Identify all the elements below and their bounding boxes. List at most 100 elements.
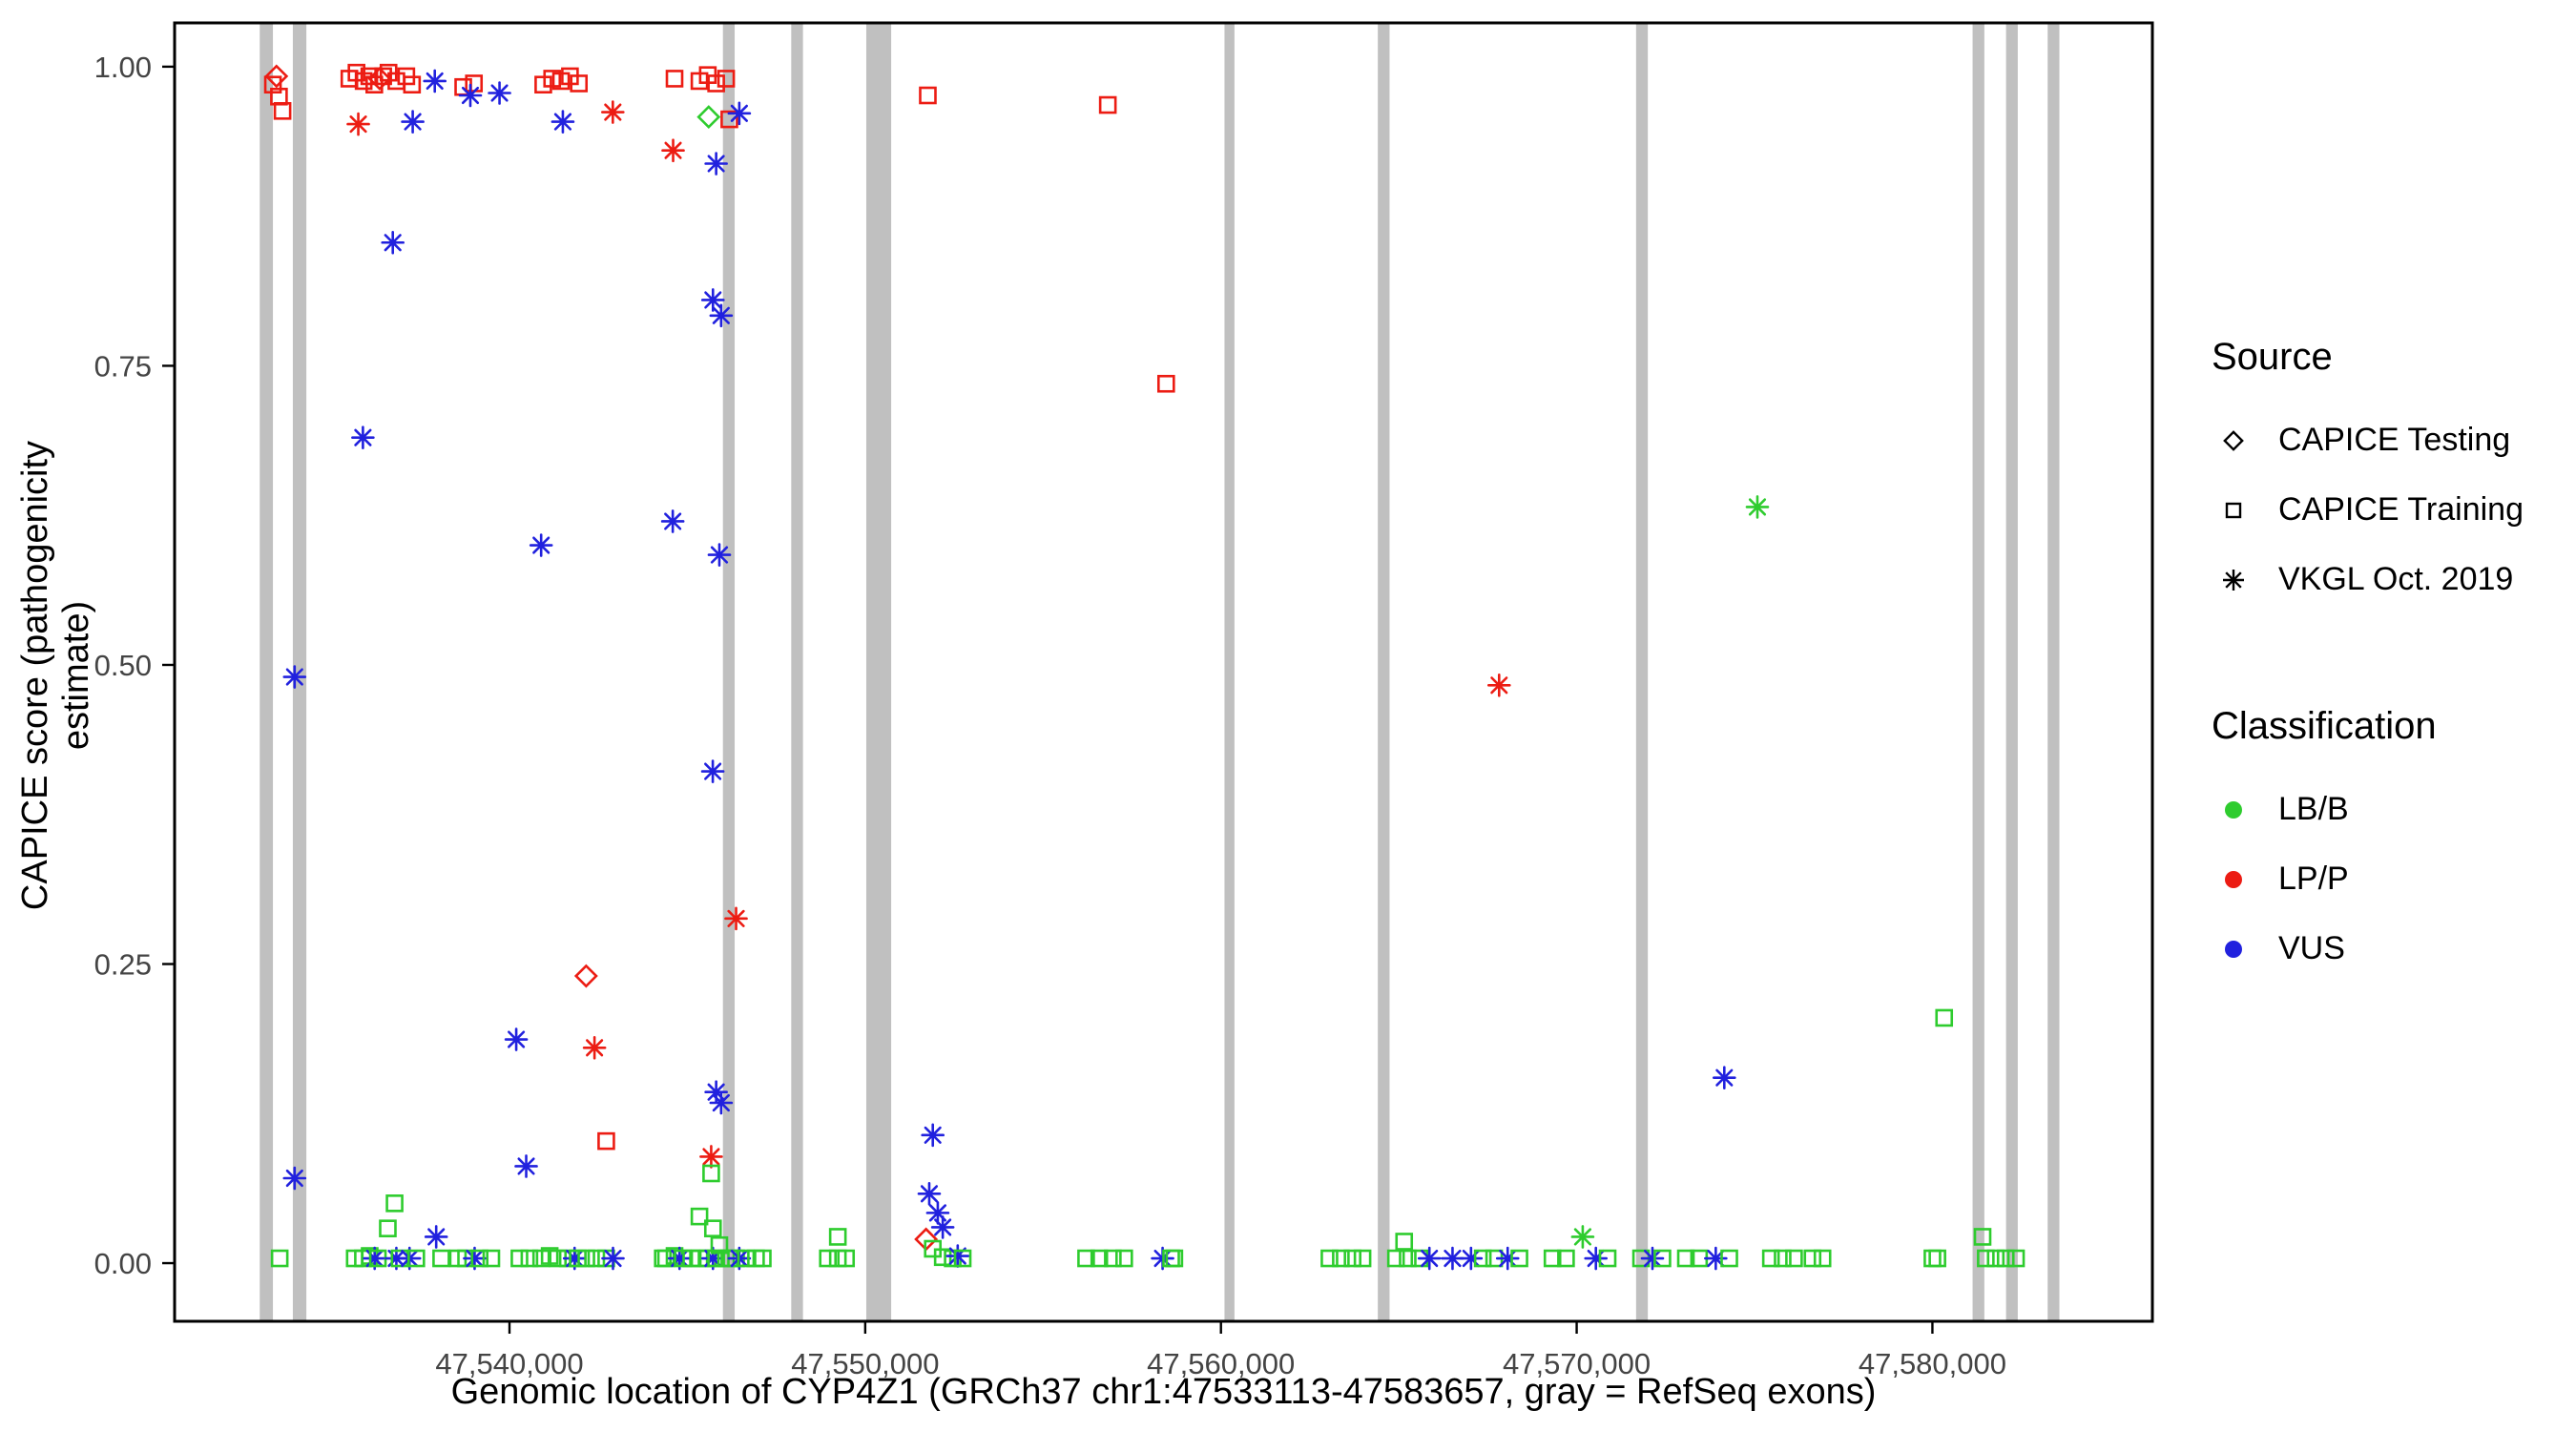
- point-asterisk: [699, 1145, 723, 1169]
- exon-bar: [1224, 23, 1235, 1321]
- y-tick-label: 0.75: [94, 349, 152, 383]
- point-square: [819, 1249, 838, 1268]
- point-square: [1928, 1249, 1946, 1268]
- point-square: [1676, 1249, 1695, 1268]
- point-square: [1473, 1249, 1492, 1268]
- legend-classification-title: Classification: [2212, 705, 2437, 747]
- plot-panel-border: [173, 21, 2154, 1323]
- legend-item-label: CAPICE Training: [2278, 491, 2524, 528]
- point-diamond: [367, 66, 392, 91]
- point-square: [374, 67, 392, 86]
- legend-item-capice-testing: CAPICE Testing: [2212, 405, 2574, 475]
- exon-bar: [260, 23, 274, 1321]
- point-asterisk: [1713, 1066, 1736, 1089]
- point-diamond: [264, 64, 289, 89]
- point-square: [702, 1164, 720, 1183]
- x-tick-label: 47,560,000: [1147, 1347, 1295, 1380]
- x-tick-label: 47,570,000: [1503, 1347, 1651, 1380]
- point-square: [470, 1249, 488, 1268]
- point-asterisk: [727, 101, 752, 126]
- point-asterisk: [351, 425, 375, 449]
- point-square: [1165, 1249, 1184, 1268]
- point-asterisk: [1745, 495, 1770, 519]
- point-asterisk: [514, 1154, 538, 1178]
- point-square: [1720, 1249, 1738, 1268]
- point-square: [1923, 1249, 1942, 1268]
- legend-source-title: Source: [2212, 336, 2333, 378]
- x-tick-label: 47,580,000: [1859, 1347, 2006, 1380]
- y-tick-label: 0.25: [94, 948, 152, 982]
- point-asterisk: [925, 1201, 950, 1225]
- point-square: [385, 1194, 404, 1213]
- point-asterisk: [551, 110, 575, 134]
- point-asterisk: [488, 81, 511, 105]
- exon-bar: [1378, 23, 1390, 1321]
- point-square: [1557, 1249, 1575, 1268]
- point-square: [1935, 1008, 1954, 1027]
- point-square: [1803, 1249, 1822, 1268]
- legend-item-label: CAPICE Testing: [2278, 422, 2511, 458]
- point-square: [1156, 374, 1175, 393]
- point-asterisk: [704, 152, 728, 176]
- point-square: [1353, 1249, 1372, 1268]
- point-square: [1114, 1249, 1133, 1268]
- point-asterisk: [458, 83, 483, 108]
- point-square: [707, 74, 725, 93]
- point-asterisk: [930, 1215, 955, 1239]
- point-asterisk: [1640, 1246, 1665, 1271]
- point-asterisk: [1486, 673, 1511, 697]
- exon-bar: [1635, 23, 1649, 1321]
- point-square: [828, 1228, 847, 1246]
- red-dot-icon: [2212, 861, 2255, 899]
- point-square: [720, 110, 738, 129]
- point-square: [703, 1219, 722, 1237]
- point-square: [510, 1249, 529, 1268]
- point-square: [570, 74, 589, 93]
- point-asterisk: [661, 138, 685, 162]
- point-asterisk: [1441, 1246, 1465, 1271]
- y-tick-label: 0.00: [94, 1247, 152, 1280]
- point-asterisk: [917, 1182, 942, 1206]
- point-square: [534, 75, 552, 94]
- legend-item-lpp: LP/P: [2212, 844, 2574, 914]
- legend-item-label: VUS: [2278, 930, 2345, 966]
- point-diamond: [573, 964, 598, 988]
- point-asterisk: [601, 100, 625, 124]
- legend: Source CAPICE Testing CAPICE Training: [2212, 336, 2574, 984]
- point-square: [1077, 1249, 1095, 1268]
- point-square: [1098, 95, 1117, 114]
- point-square: [1399, 1249, 1417, 1268]
- point-square: [1090, 1249, 1109, 1268]
- point-asterisk: [529, 533, 553, 557]
- point-asterisk: [660, 509, 685, 533]
- point-square: [717, 70, 736, 88]
- point-square: [1774, 1249, 1792, 1268]
- point-square: [379, 1219, 397, 1237]
- point-square: [1986, 1249, 2005, 1268]
- point-square: [1543, 1249, 1562, 1268]
- point-square: [465, 74, 484, 93]
- point-square: [407, 1249, 426, 1268]
- point-asterisk: [381, 230, 405, 255]
- legend-item-vkgl: VKGL Oct. 2019: [2212, 545, 2574, 614]
- point-asterisk: [1417, 1246, 1442, 1271]
- point-square: [1653, 1249, 1672, 1268]
- point-square: [754, 1249, 772, 1268]
- exon-bar: [2005, 23, 2018, 1321]
- legend-item-capice-training: CAPICE Training: [2212, 475, 2574, 545]
- point-asterisk: [707, 543, 732, 567]
- point-square: [273, 102, 292, 120]
- point-square: [737, 1249, 756, 1268]
- y-axis-title: CAPICE score (pathogenicity estimate): [15, 440, 96, 911]
- point-square: [1343, 1249, 1361, 1268]
- point-square: [577, 1249, 595, 1268]
- point-asterisk: [1570, 1225, 1595, 1249]
- point-square: [597, 1131, 615, 1151]
- y-tick-label: 0.50: [94, 649, 152, 682]
- point-asterisk: [582, 1036, 607, 1060]
- x-axis-title: Genomic location of CYP4Z1 (GRCh37 chr1:…: [450, 1372, 1877, 1412]
- legend-item-label: VKGL Oct. 2019: [2278, 561, 2514, 597]
- square-icon: [2212, 491, 2255, 529]
- exon-bar: [1972, 23, 1984, 1321]
- point-square: [432, 1249, 450, 1268]
